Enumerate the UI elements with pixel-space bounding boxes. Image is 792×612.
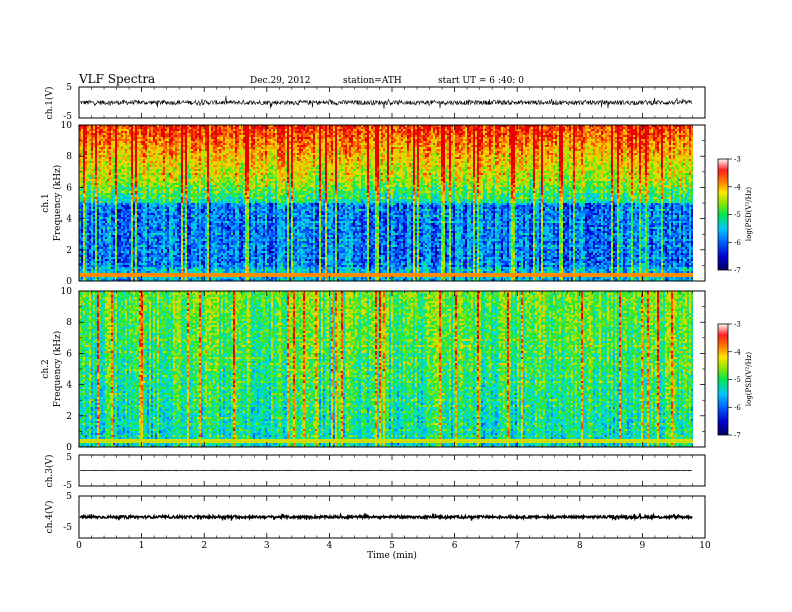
ch2-frequency-tick-label: 8 — [66, 318, 72, 328]
ch2-colorbar-tick-label: -3 — [734, 321, 741, 329]
ch1-spectrogram-image — [79, 125, 705, 281]
time-tick-label: 8 — [577, 541, 583, 551]
ch2-spectrogram-yticks: 10 8 6 4 2 0 — [61, 287, 705, 453]
ch2-colorbar-bar — [717, 323, 729, 436]
ch2-spectrogram-image — [79, 291, 705, 447]
ch1-panel: 5 -5 ch.1(V) — [44, 83, 706, 122]
ch1-colorbar: -3 -4 -5 -6 -7 log(PSD(V²/Hz) — [717, 156, 753, 275]
ch3-panel: 5 -5 ch.3(V) — [44, 453, 706, 491]
ch1-waveform-line — [79, 95, 693, 109]
time-tick-label: 7 — [514, 541, 520, 551]
ch2-colorbar-tick-label: -6 — [734, 404, 741, 412]
ch2-frequency-tick-label: 0 — [66, 443, 72, 453]
ch2-colorbar-tick-label: -5 — [734, 376, 741, 384]
time-tick-label: 6 — [452, 541, 458, 551]
ch1-colorbar-tick-label: -5 — [734, 211, 741, 219]
ch1-spectrogram-panel: 10 8 6 4 2 0 ch.1 Frequency (kHz) — [41, 121, 706, 287]
ch2-colorbar-ticks: -3 -4 -5 -6 -7 — [728, 321, 741, 440]
ch1-spectrogram-raster — [79, 125, 705, 281]
station-label: station=ATH — [343, 76, 402, 86]
ch1-frequency-tick-label: 8 — [66, 152, 72, 162]
ch1-colorbar-tick-label: -7 — [734, 267, 741, 275]
date-label: Dec.29, 2012 — [250, 76, 311, 86]
ch4-waveform-line — [79, 512, 693, 522]
ch2-frequency-tick-label: 10 — [61, 287, 73, 297]
figure-title: VLF Spectra — [78, 72, 155, 86]
time-axis-label: Time (min) — [367, 550, 417, 561]
ch1-frequency-tick-label: 2 — [66, 246, 72, 256]
ch3-ylabel: ch.3(V) — [44, 455, 55, 488]
ch2-frequency-tick-label: 4 — [66, 381, 72, 391]
time-tick-label: 5 — [389, 541, 395, 551]
ch3-waveform-trace — [79, 469, 692, 472]
time-tick-label: 9 — [640, 541, 646, 551]
ch1-frequency-tick-label: 6 — [66, 183, 72, 193]
time-tick-label: 2 — [201, 541, 207, 551]
ch1-frequency-tick-label: 4 — [66, 215, 72, 225]
ch1-ylabel: ch.1(V) — [44, 87, 55, 120]
ch1-colorbar-tick-label: -3 — [734, 156, 741, 164]
ch2-spectrogram-ylabel: Frequency (kHz) — [52, 331, 63, 408]
ch2-colorbar: -3 -4 -5 -6 -7 log(PSD(V²/Hz) — [717, 321, 753, 440]
time-tick-label: 4 — [327, 541, 333, 551]
ch1-ytick-bottom: -5 — [63, 112, 72, 122]
ch1-waveform-trace — [79, 95, 693, 109]
ch1-colorbar-ticks: -3 -4 -5 -6 -7 — [728, 156, 741, 275]
time-tick-label: 0 — [76, 541, 82, 551]
ch1-spectrogram-ylabel-channel: ch.1 — [41, 193, 51, 212]
ch1-frequency-tick-label: 0 — [66, 277, 72, 287]
ch1-colorbar-bar — [717, 158, 729, 271]
ch2-colorbar-label: log(PSD(V²/Hz) — [745, 352, 753, 407]
ch1-ytick-top: 5 — [66, 83, 72, 93]
ch4-panel: 5 -5 ch.4(V) — [44, 492, 706, 539]
time-tick-label: 10 — [699, 541, 711, 551]
time-tick-label: 1 — [139, 541, 145, 551]
ch1-colorbar-label: log(PSD(V²/Hz) — [745, 187, 753, 242]
ch4-ytick-top: 5 — [66, 492, 72, 502]
ch2-frequency-tick-label: 2 — [66, 412, 72, 422]
ch4-ytick-bottom: -5 — [63, 523, 72, 533]
ch1-spectrogram-ylabel: Frequency (kHz) — [52, 165, 63, 242]
time-tick-label: 3 — [264, 541, 270, 551]
time-axis-tick-labels: 0 1 2 3 4 5 6 7 8 9 10 — [76, 541, 711, 551]
ch1-spectrogram-yticks: 10 8 6 4 2 0 — [61, 121, 705, 287]
ch3-ytick-bottom: -5 — [63, 481, 72, 491]
ch1-colorbar-tick-label: -6 — [734, 239, 741, 247]
ch1-colorbar-tick-label: -4 — [734, 183, 741, 191]
start-time-label: start UT = 6 :40: 0 — [438, 76, 524, 86]
ch4-waveform-trace — [79, 512, 693, 522]
ch3-waveform-line — [79, 469, 692, 472]
ch1-frequency-tick-label: 10 — [61, 121, 73, 131]
ch2-colorbar-tick-label: -7 — [734, 432, 741, 440]
ch3-ytick-top: 5 — [66, 453, 72, 463]
ch2-colorbar-tick-label: -4 — [734, 348, 741, 356]
ch4-ylabel: ch.4(V) — [44, 501, 55, 534]
ch2-spectrogram-raster — [79, 291, 705, 447]
ch2-spectrogram-panel: 10 8 6 4 2 0 ch.2 Frequency (kHz) — [41, 287, 706, 453]
time-axis-ticks — [78, 87, 706, 538]
ch2-spectrogram-ylabel-channel: ch.2 — [41, 359, 51, 378]
ch2-frequency-tick-label: 6 — [66, 349, 72, 359]
